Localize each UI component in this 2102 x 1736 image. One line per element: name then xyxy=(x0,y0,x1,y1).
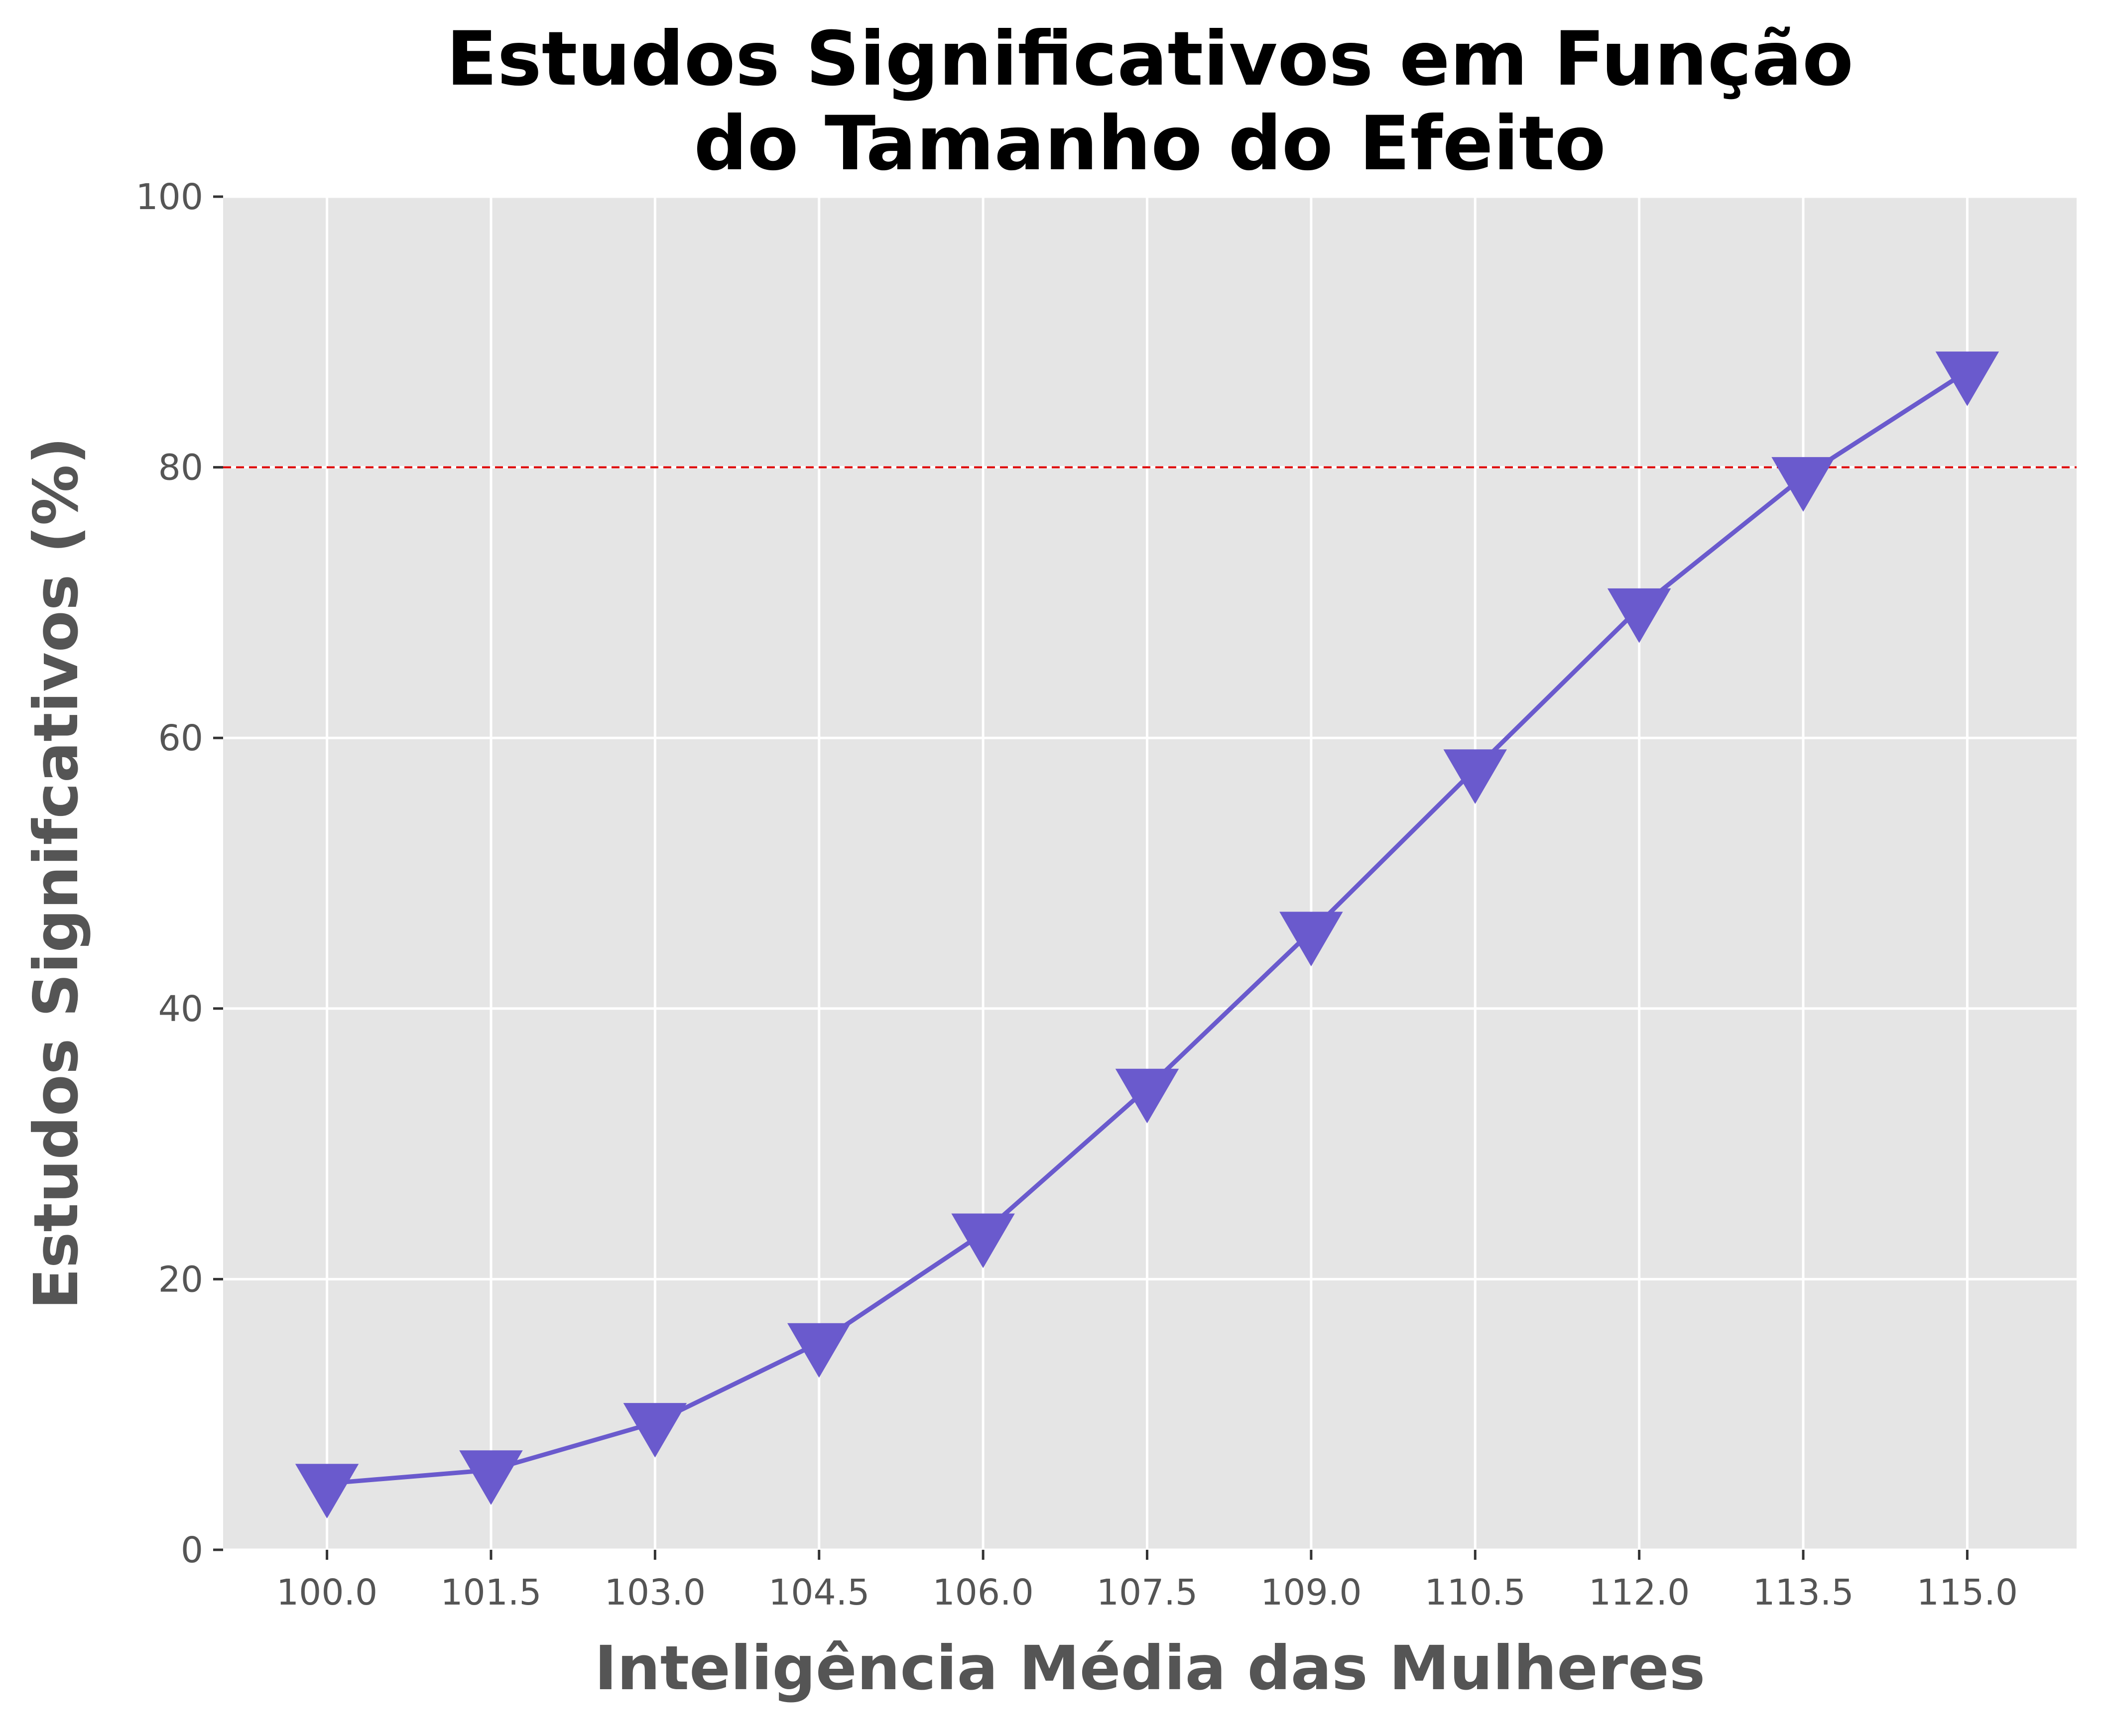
data-point-marker xyxy=(951,1213,1015,1269)
data-point-marker xyxy=(459,1450,523,1505)
x-tick-label: 113.5 xyxy=(1752,1572,1854,1613)
chart-title-line-1: Estudos Significativos em Função xyxy=(446,16,1854,103)
y-tick-label: 20 xyxy=(158,1259,203,1300)
chart-title-line-2: do Tamanho do Efeito xyxy=(694,101,1606,187)
data-point-marker xyxy=(623,1403,687,1458)
x-tick-label: 115.0 xyxy=(1917,1572,2018,1613)
x-tick-label: 106.0 xyxy=(932,1572,1033,1613)
x-tick-label: 101.5 xyxy=(440,1572,541,1613)
data-point-marker xyxy=(1443,749,1507,804)
x-tick-label: 103.0 xyxy=(605,1572,706,1613)
data-point-marker xyxy=(1607,588,1671,643)
x-axis-label: Inteligência Média das Mulheres xyxy=(595,1633,1706,1704)
y-tick-label: 0 xyxy=(181,1529,203,1571)
grid-lines xyxy=(223,195,2077,1551)
data-point-marker xyxy=(1279,912,1343,967)
series-layer xyxy=(295,351,1999,1519)
data-point-marker xyxy=(787,1323,851,1378)
x-tick-label: 104.5 xyxy=(768,1572,869,1613)
y-axis-ticks: 0 20 40 60 80 100 xyxy=(135,176,223,1571)
y-axis-label: Estudos Signifcativos (%) xyxy=(21,437,92,1309)
x-tick-label: 100.0 xyxy=(276,1572,377,1613)
data-point-marker xyxy=(1115,1068,1179,1124)
y-tick-label: 100 xyxy=(135,176,203,218)
x-tick-label: 109.0 xyxy=(1260,1572,1361,1613)
x-tick-label: 112.0 xyxy=(1589,1572,1690,1613)
y-tick-label: 40 xyxy=(158,988,203,1030)
plot-area xyxy=(223,197,2077,1550)
x-tick-label: 110.5 xyxy=(1425,1572,1526,1613)
data-point-marker xyxy=(1771,457,1835,512)
data-point-marker xyxy=(1935,351,1999,406)
y-tick-label: 80 xyxy=(158,447,203,488)
x-tick-label: 107.5 xyxy=(1097,1572,1198,1613)
data-point-marker xyxy=(295,1464,359,1519)
y-tick-label: 60 xyxy=(158,717,203,759)
x-axis-ticks: 100.0 101.5 103.0 104.5 106.0 107.5 109.0 110.5… xyxy=(276,1550,2018,1613)
